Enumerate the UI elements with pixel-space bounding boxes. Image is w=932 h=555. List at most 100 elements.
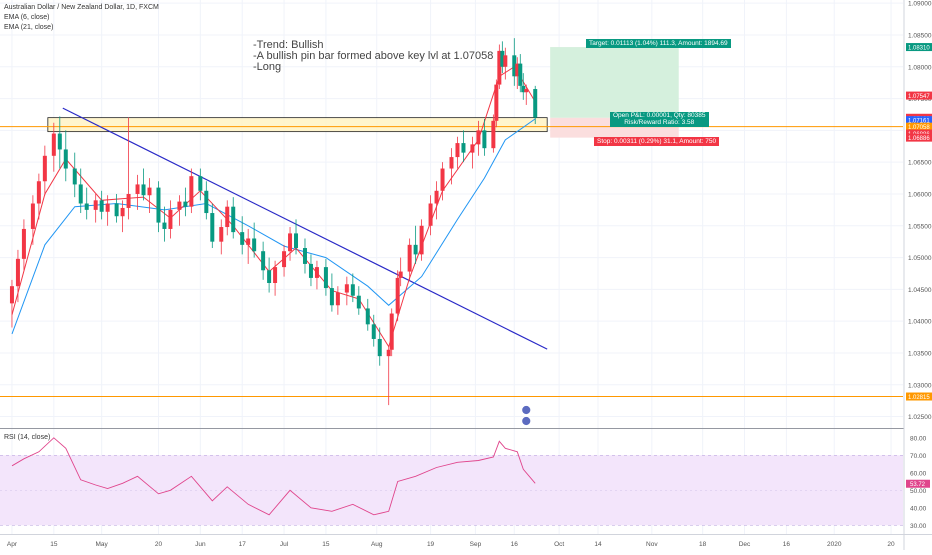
candle [518, 54, 523, 93]
candle-body [314, 267, 319, 278]
price-tick-label: 1.04500 [908, 287, 932, 294]
candle [371, 314, 376, 347]
candle-body [57, 133, 62, 150]
candle-body [42, 155, 47, 182]
candle-body [395, 277, 400, 314]
candle [78, 168, 83, 214]
candle-body [84, 203, 89, 210]
candle-body [413, 244, 418, 255]
candle-body [105, 203, 110, 212]
time-tick-label: 14 [594, 541, 602, 548]
rsi-badge [906, 479, 930, 488]
candle-body [15, 258, 20, 287]
candle [147, 178, 152, 214]
rsi-tick-label: 30.00 [910, 523, 927, 530]
candle-body [225, 206, 230, 228]
candle-body [419, 225, 424, 255]
candle-body [231, 206, 236, 233]
candle-body [204, 190, 209, 214]
price-badge [906, 43, 932, 52]
candle [219, 219, 224, 255]
candle [156, 181, 161, 233]
candle-body [252, 238, 257, 252]
time-tick-label: 20 [887, 541, 895, 548]
candle-body [93, 200, 98, 210]
candle [449, 148, 454, 185]
time-tick-label: 19 [427, 541, 435, 548]
price-badge-label: 1.06886 [908, 136, 930, 142]
price-badge-label: 1.07547 [908, 94, 930, 100]
candle-body [497, 50, 502, 85]
candle-body [482, 130, 487, 149]
price-badge-label: 1.02815 [908, 395, 930, 401]
candle-body [183, 201, 188, 207]
candle [440, 162, 445, 201]
price-tick-label: 1.05000 [908, 255, 932, 262]
candle-body [434, 190, 439, 204]
candle [42, 145, 47, 196]
price-badge-label: 1.08310 [908, 46, 930, 52]
candle-body [30, 203, 35, 229]
rsi-tick-label: 70.00 [910, 453, 927, 460]
annotation-line-long: -Long [253, 61, 282, 73]
stop-label: Stop: 0.00311 (0.29%) 31.1, Amount: 750 [594, 137, 720, 146]
time-tick-label: 16 [511, 541, 519, 548]
candle [434, 181, 439, 220]
price-tick-label: 1.06000 [908, 191, 932, 198]
candle [267, 257, 272, 293]
candle-body [288, 233, 293, 252]
annotation-line-pinbar: -A bullish pin bar formed above key lvl … [253, 50, 494, 62]
key-level-zone [47, 117, 548, 133]
price-badge [906, 122, 932, 131]
time-tick-label: Apr [7, 541, 18, 548]
candle-body [449, 157, 454, 169]
candle [497, 44, 502, 90]
candle-body [515, 63, 520, 77]
time-tick-label: 16 [783, 541, 791, 548]
candle [335, 286, 340, 315]
candle [204, 181, 209, 220]
candle [30, 195, 35, 245]
ema-fast-legend: EMA (6, close) [4, 14, 50, 21]
price-badge [906, 91, 932, 100]
candle-body [491, 120, 496, 149]
price-tick-label: 1.02500 [908, 414, 932, 421]
candle-body [461, 143, 466, 153]
candle [308, 254, 313, 287]
time-tick-label: 20 [155, 541, 163, 548]
candle-body [120, 207, 125, 217]
candle [261, 241, 266, 280]
candle-body [189, 176, 194, 207]
time-tick-label: Sep [470, 541, 482, 548]
candle [183, 187, 188, 217]
price-tick-label: 1.03500 [908, 350, 932, 357]
candle-body [51, 133, 56, 156]
open-pnl-label: Open P&L: 0.00001, Qty: 80385 Risk/Rewar… [610, 112, 709, 127]
candle [350, 273, 355, 303]
candle-body [141, 184, 146, 196]
candle-body [99, 200, 104, 212]
price-tick-label: 1.09000 [908, 1, 932, 8]
candle-body [524, 89, 529, 93]
candle [428, 195, 433, 236]
price-badge [906, 116, 932, 125]
candle [294, 219, 299, 255]
candle-body [177, 201, 182, 210]
candle-body [521, 85, 526, 93]
rsi-tick-label: 60.00 [910, 470, 927, 477]
candle [93, 193, 98, 223]
price-axis-bg [904, 0, 932, 550]
candle [398, 257, 403, 287]
candle [476, 120, 481, 156]
candle [395, 270, 400, 322]
candle [461, 130, 466, 163]
candle-body [294, 233, 299, 249]
candle [524, 84, 529, 105]
price-badge [906, 392, 932, 401]
price-tick-label: 1.08500 [908, 32, 932, 39]
candle-body [267, 270, 272, 284]
candle [386, 346, 391, 406]
event-icon [521, 416, 532, 426]
candle [252, 222, 257, 258]
